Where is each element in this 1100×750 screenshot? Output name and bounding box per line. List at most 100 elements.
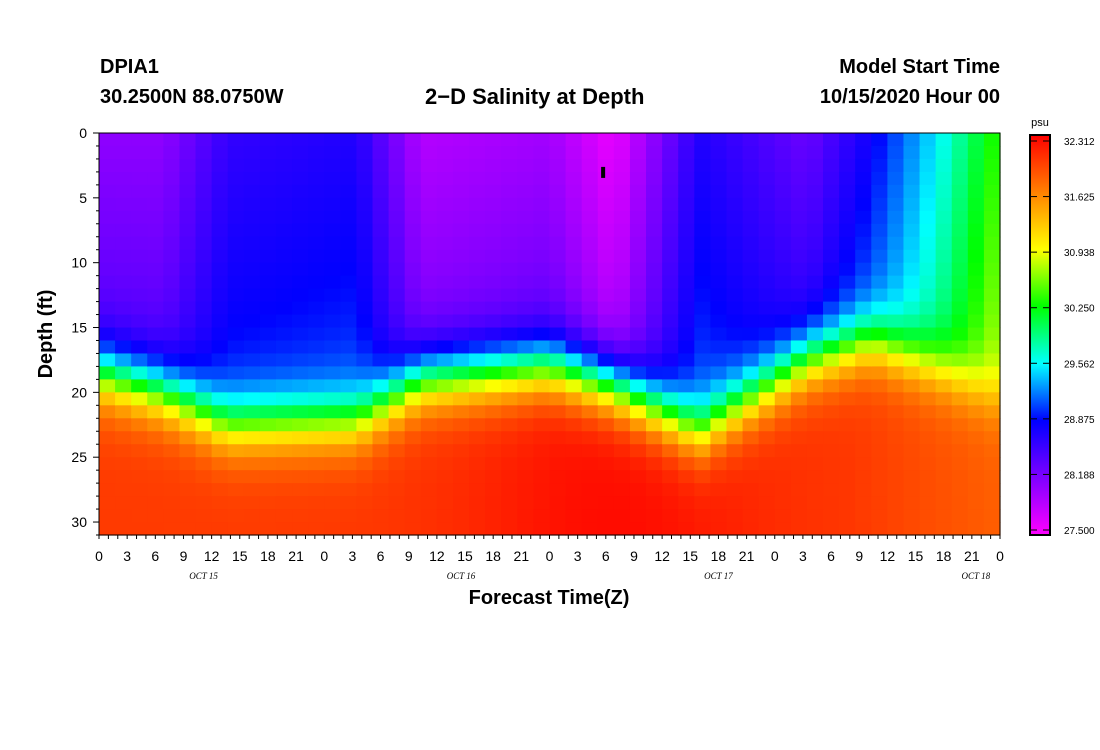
heatmap-cell bbox=[855, 496, 872, 510]
heatmap-cell bbox=[597, 288, 615, 303]
heatmap-cell bbox=[758, 301, 776, 316]
heatmap-cell bbox=[967, 314, 985, 329]
heatmap-cell bbox=[581, 314, 599, 329]
heatmap-cell bbox=[340, 262, 358, 277]
heatmap-cell bbox=[99, 327, 116, 342]
heatmap-cell bbox=[469, 457, 486, 471]
heatmap-cell bbox=[275, 133, 293, 147]
heatmap-cell bbox=[533, 405, 551, 419]
heatmap-cell bbox=[517, 314, 535, 329]
heatmap-cell bbox=[436, 236, 454, 251]
heatmap-cell bbox=[517, 340, 535, 355]
heatmap-cell bbox=[774, 249, 792, 264]
heatmap-cell bbox=[179, 470, 197, 484]
heatmap-cell bbox=[147, 522, 164, 536]
heatmap-cell bbox=[806, 379, 824, 393]
heatmap-cell bbox=[903, 236, 921, 251]
heatmap-cell bbox=[420, 145, 438, 160]
heatmap-cell bbox=[597, 392, 615, 406]
heatmap-cell bbox=[340, 509, 358, 523]
heatmap-cell bbox=[871, 483, 888, 497]
heatmap-cell bbox=[388, 496, 406, 510]
heatmap-cell bbox=[581, 353, 599, 368]
heatmap-cell bbox=[227, 392, 245, 406]
heatmap-cell bbox=[292, 470, 309, 484]
heatmap-cell bbox=[806, 223, 824, 238]
heatmap-cell bbox=[195, 171, 213, 186]
heatmap-cell bbox=[806, 210, 824, 225]
heatmap-cell bbox=[951, 327, 969, 342]
heatmap-cell bbox=[324, 405, 341, 419]
heatmap-cell bbox=[436, 470, 454, 484]
heatmap-cell bbox=[983, 133, 1001, 147]
heatmap-cell bbox=[967, 483, 985, 497]
heatmap-cell bbox=[967, 522, 985, 536]
heatmap-cell bbox=[951, 288, 969, 303]
heatmap-cell bbox=[533, 145, 551, 160]
heatmap-cell bbox=[871, 223, 888, 238]
heatmap-cell bbox=[99, 366, 116, 380]
heatmap-cell bbox=[259, 418, 277, 432]
heatmap-cell bbox=[420, 353, 438, 368]
heatmap-cell bbox=[131, 210, 148, 225]
heatmap-cell bbox=[533, 210, 551, 225]
heatmap-cell bbox=[179, 444, 197, 458]
heatmap-cell bbox=[678, 522, 695, 536]
heatmap-cell bbox=[131, 314, 148, 329]
heatmap-cell bbox=[227, 249, 245, 264]
heatmap-cell bbox=[806, 236, 824, 251]
heatmap-cell bbox=[903, 145, 921, 160]
heatmap-cell bbox=[356, 262, 374, 277]
heatmap-cell bbox=[163, 405, 181, 419]
heatmap-cell bbox=[597, 483, 615, 497]
heatmap-cell bbox=[404, 327, 422, 342]
heatmap-cell bbox=[259, 275, 277, 290]
heatmap-cell bbox=[179, 366, 197, 380]
heatmap-cell bbox=[629, 379, 647, 393]
heatmap-cell bbox=[517, 405, 535, 419]
heatmap-cell bbox=[806, 418, 824, 432]
heatmap-cell bbox=[533, 483, 551, 497]
heatmap-cell bbox=[983, 197, 1001, 212]
heatmap-cell bbox=[275, 314, 293, 329]
heatmap-cell bbox=[742, 392, 760, 406]
heatmap-cell bbox=[308, 509, 325, 523]
heatmap-cell bbox=[388, 366, 406, 380]
heatmap-cell bbox=[823, 275, 840, 290]
heatmap-cell bbox=[951, 431, 969, 445]
heatmap-cell bbox=[485, 366, 502, 380]
heatmap-cell bbox=[951, 457, 969, 471]
heatmap-cell bbox=[694, 392, 711, 406]
heatmap-cell bbox=[292, 418, 309, 432]
heatmap-cell bbox=[694, 184, 711, 199]
heatmap-cell bbox=[678, 184, 695, 199]
heatmap-cell bbox=[597, 133, 615, 147]
heatmap-cell bbox=[501, 133, 518, 147]
heatmap-cell bbox=[774, 145, 792, 160]
heatmap-cell bbox=[887, 210, 905, 225]
heatmap-cell bbox=[597, 379, 615, 393]
heatmap-cell bbox=[790, 418, 808, 432]
heatmap-cell bbox=[452, 197, 470, 212]
heatmap-cell bbox=[903, 431, 921, 445]
heatmap-cell bbox=[839, 223, 856, 238]
heatmap-cell bbox=[485, 210, 502, 225]
heatmap-cell bbox=[292, 314, 309, 329]
heatmap-cell bbox=[662, 171, 679, 186]
heatmap-cell bbox=[742, 158, 760, 173]
heatmap-cell bbox=[806, 262, 824, 277]
heatmap-cell bbox=[469, 210, 486, 225]
heatmap-cell bbox=[485, 133, 502, 147]
heatmap-cell bbox=[99, 223, 116, 238]
heatmap-cell bbox=[372, 210, 390, 225]
heatmap-cell bbox=[372, 431, 390, 445]
heatmap-cell bbox=[790, 262, 808, 277]
heatmap-cell bbox=[163, 223, 181, 238]
heatmap-cell bbox=[662, 275, 679, 290]
heatmap-cell bbox=[420, 275, 438, 290]
heatmap-cell bbox=[629, 392, 647, 406]
heatmap-cell bbox=[774, 340, 792, 355]
heatmap-cell bbox=[275, 210, 293, 225]
heatmap-cell bbox=[839, 353, 856, 368]
heatmap-cell bbox=[935, 210, 953, 225]
